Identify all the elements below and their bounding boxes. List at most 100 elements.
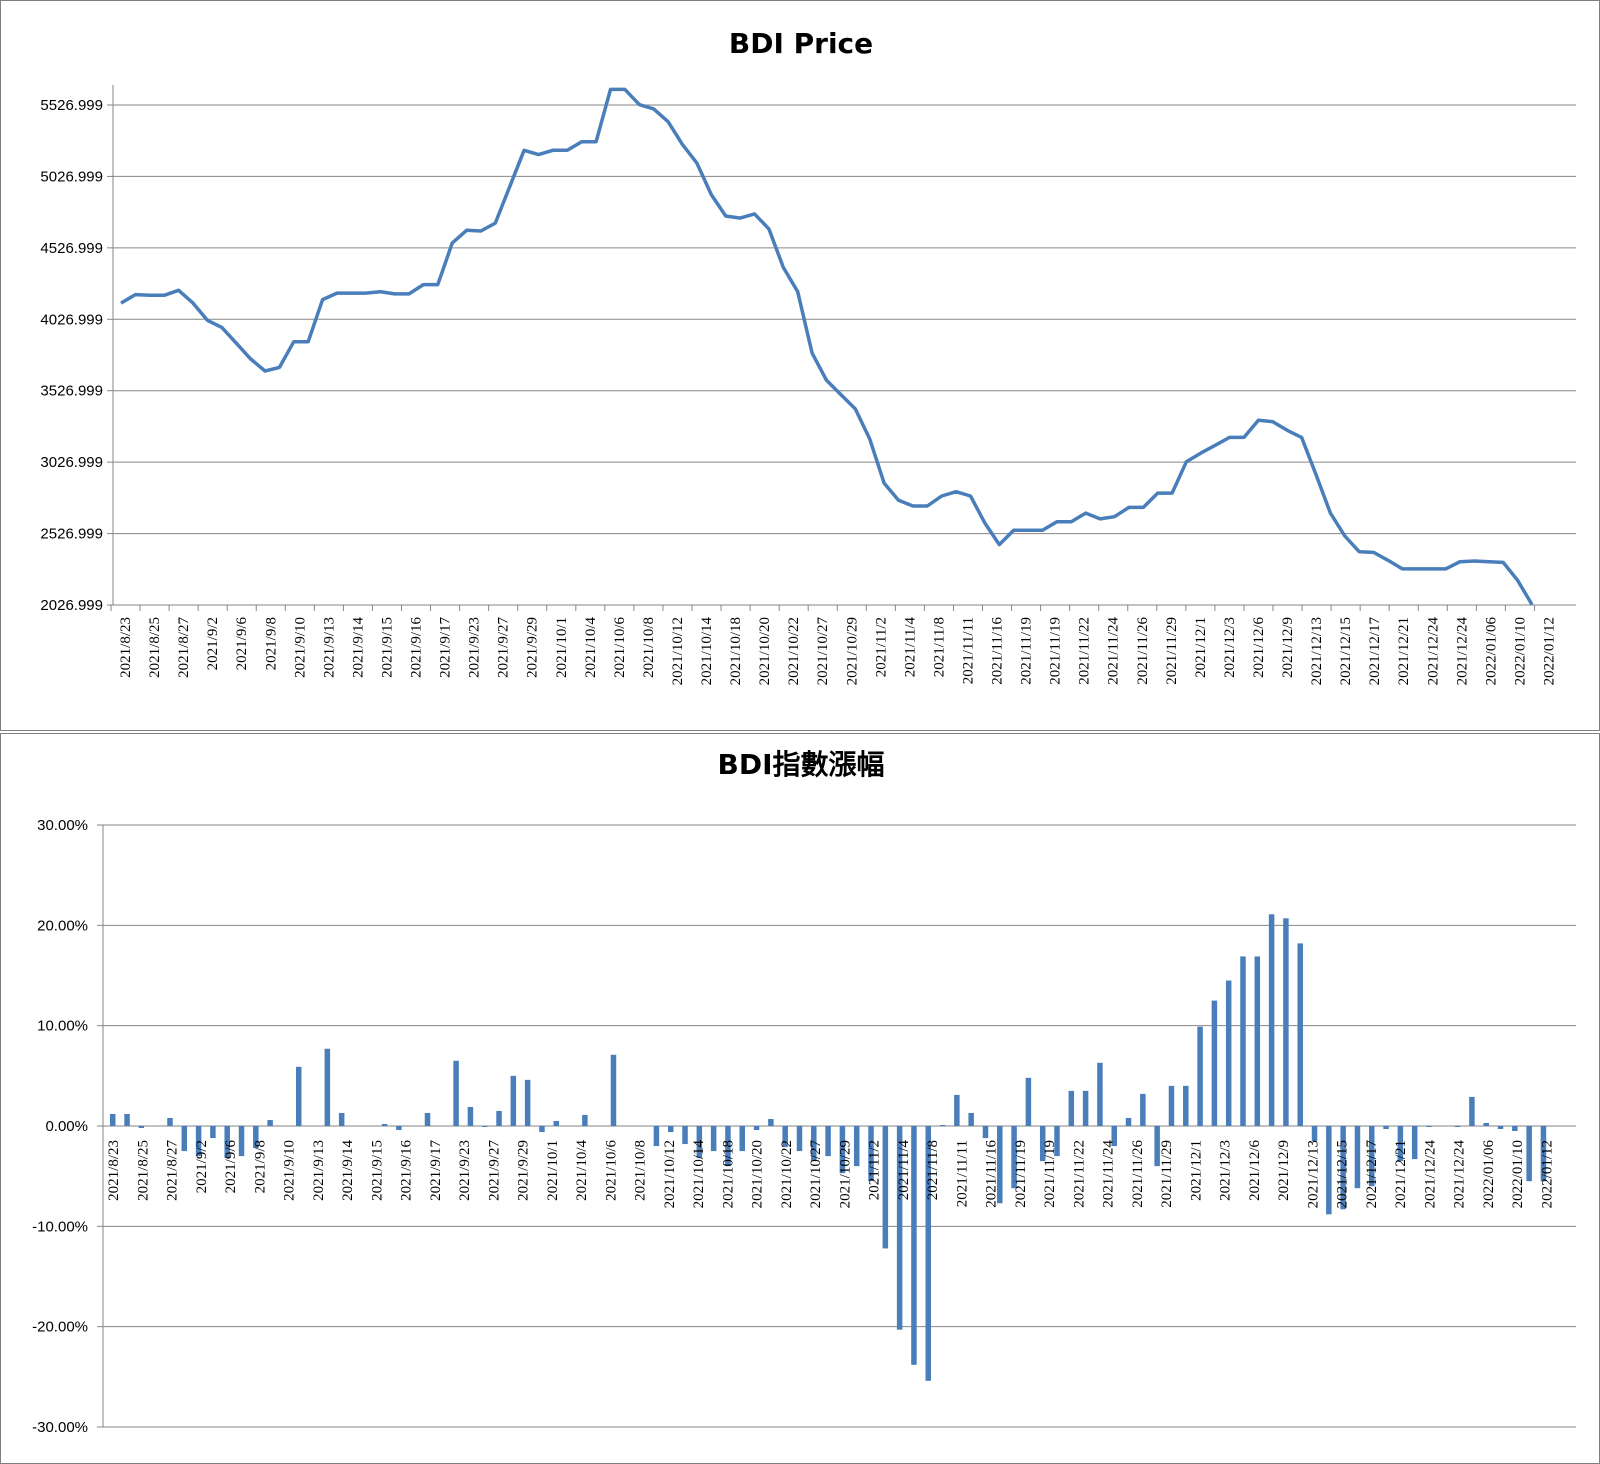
x-tick-label: 2021/9/14: [350, 617, 366, 678]
chart-title: BDI指數漲幅: [717, 748, 884, 781]
x-tick-label: 2021/12/17: [1364, 1140, 1380, 1209]
bar: [653, 1126, 660, 1147]
bar: [1154, 1126, 1160, 1167]
bar: [553, 1120, 560, 1126]
x-tick-label: 2021/8/25: [135, 1140, 151, 1201]
x-tick-label: 2021/11/8: [931, 617, 947, 677]
x-tick-label: 2021/12/6: [1251, 617, 1267, 678]
x-tick-label: 2021/9/10: [282, 1140, 298, 1201]
bar: [1526, 1126, 1532, 1182]
bar: [868, 1126, 874, 1182]
x-tick-label: 2021/11/16: [984, 1140, 1000, 1208]
bar: [481, 1126, 488, 1128]
y-tick-label: -10.00%: [32, 1218, 88, 1235]
x-tick-label: 2021/12/13: [1309, 617, 1325, 685]
bar: [1197, 1026, 1203, 1126]
bar: [1383, 1126, 1389, 1130]
bdi-change-bar-chart: BDI指數漲幅 -30.00% -20.00% -10.00% 0.00% 10.00%…: [32, 748, 1576, 1436]
x-tick-label: 2021/9/29: [525, 617, 541, 678]
x-tick-label: 2021/12/15: [1335, 1140, 1351, 1208]
bar: [782, 1126, 788, 1148]
bdi-price-chart-panel: BDI Price 2026.999 2526.999 3026.999 3526.9…: [0, 0, 1600, 731]
x-tick-label: 2022/01/10: [1512, 617, 1528, 685]
x-tick-label: 2021/8/23: [106, 1140, 122, 1201]
x-tick-label: 2021/11/4: [896, 1140, 912, 1201]
bar: [1483, 1122, 1489, 1126]
x-tick-label: 2021/9/17: [438, 617, 454, 678]
x-tick-label: 2021/12/15: [1338, 617, 1354, 685]
bar: [753, 1126, 760, 1131]
y-tick-label: -20.00%: [32, 1319, 88, 1336]
bar: [1025, 1077, 1032, 1126]
x-tick-label: 2021/11/29: [1164, 617, 1180, 685]
bar: [295, 1066, 302, 1126]
x-tick-label: 2021/10/14: [699, 617, 715, 686]
bar: [381, 1123, 388, 1126]
x-tick-label: 2021/12/6: [1247, 1140, 1263, 1201]
bar: [811, 1126, 817, 1162]
x-tick-label: 2021/11/8: [925, 1140, 941, 1200]
x-tick-label: 2021/9/13: [321, 617, 337, 678]
x-tick-label: 2021/9/2: [194, 1140, 210, 1193]
x-tick-label: 2021/9/8: [252, 1140, 268, 1193]
x-tick-label: 2021/10/29: [844, 617, 860, 685]
bar: [510, 1075, 517, 1126]
bar: [467, 1106, 474, 1126]
bar: [453, 1060, 459, 1126]
bar: [1512, 1126, 1518, 1132]
x-tick-label: 2021/12/9: [1276, 1140, 1292, 1201]
x-tick-label: 2021/10/22: [779, 1140, 795, 1208]
x-tick-label: 2021/10/27: [815, 617, 831, 686]
x-tick-label: 2021/9/16: [409, 617, 425, 678]
bar: [1454, 1126, 1461, 1128]
x-tick-label: 2021/10/8: [633, 1140, 649, 1201]
y-tick-label: 5026.999: [40, 168, 103, 185]
x-tick-label: 2021/12/24: [1454, 617, 1470, 686]
x-tick-label: 2021/11/2: [873, 617, 889, 677]
x-tick-label: 2022/01/12: [1539, 1140, 1555, 1208]
bar: [582, 1114, 588, 1126]
bar: [1168, 1085, 1175, 1126]
x-tick-label: 2021/10/6: [612, 617, 628, 678]
bar: [1054, 1126, 1060, 1157]
x-tick-label: 2021/9/29: [516, 1140, 532, 1201]
x-tick-label: 2021/10/1: [545, 1140, 561, 1201]
x-tick-label: 2021/9/14: [340, 1140, 356, 1201]
x-tick-label: 2022/01/06: [1483, 617, 1499, 686]
bar: [725, 1126, 731, 1167]
x-tick-label: 2021/9/10: [292, 617, 308, 678]
x-tick-label: 2021/12/21: [1396, 617, 1412, 685]
x-tick-label: 2021/12/3: [1218, 1140, 1234, 1201]
bar: [1268, 914, 1275, 1126]
bar: [739, 1126, 746, 1152]
y-tick-label: 5526.999: [40, 97, 103, 114]
bar: [124, 1113, 130, 1126]
bar: [167, 1117, 173, 1126]
x-tick-label: 2021/12/17: [1367, 617, 1383, 686]
bar: [424, 1112, 431, 1126]
bar: [253, 1126, 259, 1149]
bar: [539, 1126, 545, 1133]
x-tick-label: 2021/11/11: [960, 617, 976, 684]
x-tick-label: 2021/12/24: [1422, 1140, 1438, 1209]
x-tick-label: 2021/9/16: [399, 1140, 415, 1201]
bar: [1068, 1090, 1075, 1126]
x-tick-label: 2021/9/27: [496, 617, 512, 678]
bar: [195, 1126, 202, 1157]
bar: [396, 1126, 402, 1131]
bar: [224, 1126, 230, 1159]
x-tick-label: 2021/11/24: [1106, 617, 1122, 685]
bar: [1340, 1126, 1346, 1210]
bar: [496, 1110, 502, 1126]
bar: [911, 1126, 917, 1365]
x-tick-label: 2021/10/18: [720, 1140, 736, 1208]
x-tick-label: 2021/11/11: [954, 1140, 970, 1207]
y-tick-label: 2526.999: [40, 526, 103, 543]
bar: [1283, 918, 1289, 1126]
bar: [982, 1126, 989, 1139]
x-tick-label: 2022/01/12: [1541, 617, 1557, 685]
bar: [1397, 1126, 1404, 1162]
y-tick-label: 3026.999: [40, 454, 103, 471]
x-tick-label: 2021/10/1: [554, 617, 570, 678]
bar: [853, 1126, 860, 1167]
